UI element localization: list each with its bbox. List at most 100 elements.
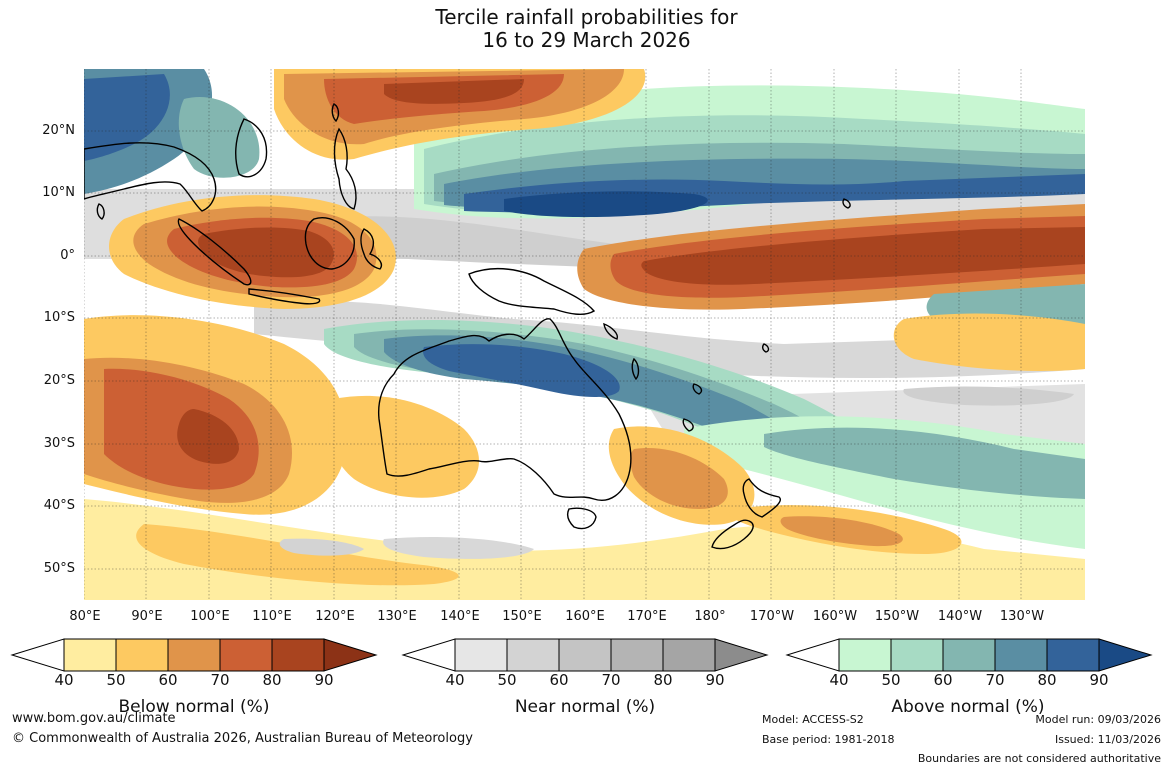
lon-label: 130°E bbox=[377, 609, 417, 624]
colorbar-near bbox=[401, 638, 769, 672]
above-normal-region bbox=[178, 97, 260, 178]
below-normal-region bbox=[630, 448, 728, 509]
above-normal-region bbox=[84, 74, 170, 161]
near-normal-region bbox=[254, 300, 1085, 379]
below-normal-region bbox=[641, 227, 1085, 285]
above-normal-region bbox=[504, 191, 708, 218]
colorbar-below-swatch bbox=[219, 638, 273, 672]
probability-fields bbox=[84, 69, 1085, 600]
near-normal-region bbox=[383, 537, 534, 559]
island-outline bbox=[682, 418, 694, 432]
colorbar-above-title: Above normal (%) bbox=[891, 697, 1045, 717]
island-outline bbox=[692, 383, 703, 395]
colorbar-below-tick: 70 bbox=[210, 671, 230, 689]
colorbar-near-swatch bbox=[610, 638, 664, 672]
lon-label: 160°E bbox=[565, 609, 605, 624]
colorbar-below-tick: 80 bbox=[262, 671, 282, 689]
colorbar-below-tick: 40 bbox=[54, 671, 74, 689]
lat-label: 10°N bbox=[42, 185, 75, 200]
lat-label: 40°S bbox=[43, 498, 75, 513]
colorbar-below-title: Below normal (%) bbox=[118, 697, 270, 717]
below-normal-region bbox=[384, 79, 524, 104]
colorbar-near-swatch bbox=[662, 638, 716, 672]
island-outline bbox=[842, 198, 851, 209]
colorbar-near-tick: 70 bbox=[601, 671, 621, 689]
colorbar-near-title: Near normal (%) bbox=[514, 697, 656, 717]
colorbar-near-tick: 40 bbox=[445, 671, 465, 689]
near-normal-region bbox=[903, 386, 1074, 406]
new-zealand-south-outline bbox=[711, 519, 754, 550]
website-link[interactable]: www.bom.gov.au/climate bbox=[12, 711, 176, 726]
lat-label: 20°N bbox=[42, 123, 75, 138]
above-normal-region bbox=[423, 344, 620, 397]
lon-label: 150°W bbox=[874, 609, 920, 624]
lat-label: 30°S bbox=[43, 436, 75, 451]
lon-label: 140°E bbox=[440, 609, 480, 624]
colorbar-below-swatch bbox=[271, 638, 325, 672]
base-period: Base period: 1981-2018 bbox=[762, 733, 895, 746]
philippines-outline bbox=[333, 127, 357, 210]
model-run-date: Model run: 09/03/2026 bbox=[1035, 713, 1161, 726]
colorbar-above-tick: 80 bbox=[1037, 671, 1057, 689]
lon-label: 110°E bbox=[252, 609, 292, 624]
colorbar-above-min-arrow bbox=[785, 638, 840, 672]
lon-label: 150°E bbox=[502, 609, 542, 624]
colorbar-near-min-arrow bbox=[401, 638, 456, 672]
new-zealand-north-outline bbox=[742, 478, 781, 518]
below-normal-region bbox=[780, 516, 903, 547]
colorbar-near-swatch bbox=[506, 638, 560, 672]
land-outlines bbox=[84, 103, 851, 550]
copyright-text: © Commonwealth of Australia 2026, Austra… bbox=[12, 731, 473, 746]
colorbar-above-tick: 60 bbox=[933, 671, 953, 689]
graticule bbox=[84, 69, 1085, 600]
colorbar-near-max-arrow bbox=[714, 638, 769, 672]
lon-label: 140°W bbox=[937, 609, 983, 624]
lon-label: 90°E bbox=[131, 609, 163, 624]
lat-label: 0° bbox=[60, 248, 75, 263]
issued-date: Issued: 11/03/2026 bbox=[1054, 733, 1161, 746]
lon-label: 120°E bbox=[315, 609, 355, 624]
island-outline bbox=[603, 322, 619, 340]
colorbar-below-max-arrow bbox=[323, 638, 378, 672]
map-title-line1: Tercile rainfall probabilities for bbox=[435, 5, 738, 29]
below-normal-region bbox=[177, 409, 239, 464]
colorbar-near-tick: 80 bbox=[653, 671, 673, 689]
new-guinea-outline bbox=[468, 268, 596, 316]
mainland-asia-outline bbox=[235, 118, 268, 178]
model-name: Model: ACCESS-S2 bbox=[762, 713, 864, 726]
colorbar-below-min-arrow bbox=[10, 638, 65, 672]
colorbar-above-swatch bbox=[838, 638, 892, 672]
lon-label: 160°W bbox=[812, 609, 858, 624]
colorbar-near-tick: 60 bbox=[549, 671, 569, 689]
colorbar-above-tick: 90 bbox=[1089, 671, 1109, 689]
colorbar-below-tick: 50 bbox=[106, 671, 126, 689]
colorbar-above-tick: 40 bbox=[829, 671, 849, 689]
sri-lanka-outline bbox=[96, 203, 105, 220]
colorbar-below-swatch bbox=[115, 638, 169, 672]
colorbar-below-tick: 90 bbox=[314, 671, 334, 689]
lon-label: 170°W bbox=[749, 609, 795, 624]
island-outline bbox=[761, 343, 770, 353]
colorbar-below-swatch bbox=[167, 638, 221, 672]
lat-label: 50°S bbox=[43, 561, 75, 576]
below-normal-region bbox=[198, 227, 334, 278]
taiwan-outline bbox=[331, 103, 340, 123]
lat-label: 20°S bbox=[43, 373, 75, 388]
colorbar-above bbox=[785, 638, 1153, 672]
colorbar-below bbox=[10, 638, 378, 672]
lon-label: 170°E bbox=[627, 609, 667, 624]
map-title-line2: 16 to 29 March 2026 bbox=[482, 28, 691, 52]
java-outline bbox=[248, 288, 321, 305]
colorbar-above-swatch bbox=[994, 638, 1048, 672]
probability-map bbox=[84, 69, 1085, 600]
below-normal-region bbox=[328, 395, 479, 498]
sulawesi-outline bbox=[360, 228, 383, 270]
sumatra-outline bbox=[177, 218, 252, 286]
colorbar-above-tick: 70 bbox=[985, 671, 1005, 689]
colorbar-above-swatch bbox=[1046, 638, 1100, 672]
lat-label: 10°S bbox=[43, 310, 75, 325]
tasmania-outline bbox=[566, 507, 597, 530]
below-normal-region bbox=[136, 524, 459, 586]
australia-outline bbox=[377, 318, 632, 501]
colorbar-below-swatch bbox=[63, 638, 117, 672]
